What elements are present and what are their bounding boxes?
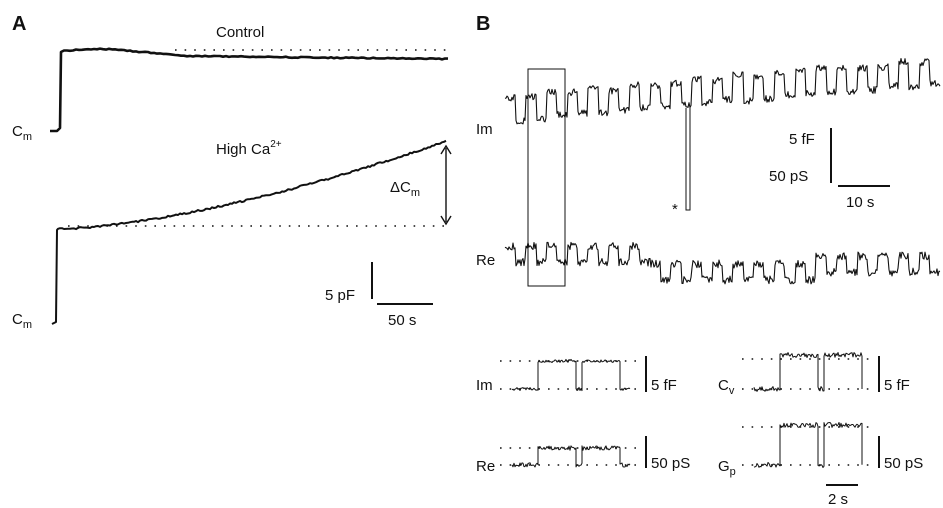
delta-cm-label: ΔCm — [390, 179, 420, 199]
inset-re-trace — [511, 445, 631, 468]
inset-gp-label: Gp — [718, 458, 736, 478]
inset-gp-trace — [753, 422, 863, 468]
inset-scale-time: 2 s — [828, 491, 848, 508]
high-ca-label: High Ca2+ — [216, 139, 282, 158]
high-ca-trace — [51, 139, 447, 325]
im-label: Im — [476, 121, 493, 138]
panel-b: Im * Re 5 fF 50 pS 10 s Im Re Cv Gp — [476, 57, 941, 508]
delta-cm-arrow — [440, 144, 452, 226]
scale-y-label-a: 5 pF — [325, 287, 355, 304]
re-trace — [504, 241, 941, 285]
panel-label-b: B — [476, 13, 490, 35]
insets: Im Re Cv Gp 5 fF 50 pS 5 fF — [476, 352, 923, 508]
inset-im-label: Im — [476, 377, 493, 394]
control-trace — [50, 47, 449, 133]
inset-scale-ff-1: 5 fF — [651, 377, 677, 394]
cm-label-bottom: Cm — [12, 311, 32, 331]
inset-cv-label: Cv — [718, 377, 735, 397]
re-label: Re — [476, 252, 495, 269]
scale-x-label-a: 50 s — [388, 312, 416, 329]
panel-label-a: A — [12, 13, 26, 35]
zoom-box — [527, 68, 566, 287]
inset-scale-ps-2: 50 pS — [884, 455, 923, 472]
inset-re-label: Re — [476, 458, 495, 475]
im-trace — [504, 57, 941, 125]
inset-scale-ff-2: 5 fF — [884, 377, 910, 394]
inset-scale-ps-1: 50 pS — [651, 455, 690, 472]
scale-y2-label-b: 50 pS — [769, 168, 808, 185]
inset-cv-trace — [753, 352, 863, 392]
cm-label-top: Cm — [12, 123, 32, 143]
panel-a: Control Cm High Ca2+ ΔCm Cm 5 pF 50 s — [12, 24, 452, 331]
inset-im-trace — [511, 358, 631, 392]
scale-x-label-b: 10 s — [846, 194, 874, 211]
asterisk-mark: * — [672, 201, 678, 218]
calibration-spike — [685, 108, 691, 211]
control-label: Control — [216, 24, 264, 41]
scale-y1-label-b: 5 fF — [789, 131, 815, 148]
